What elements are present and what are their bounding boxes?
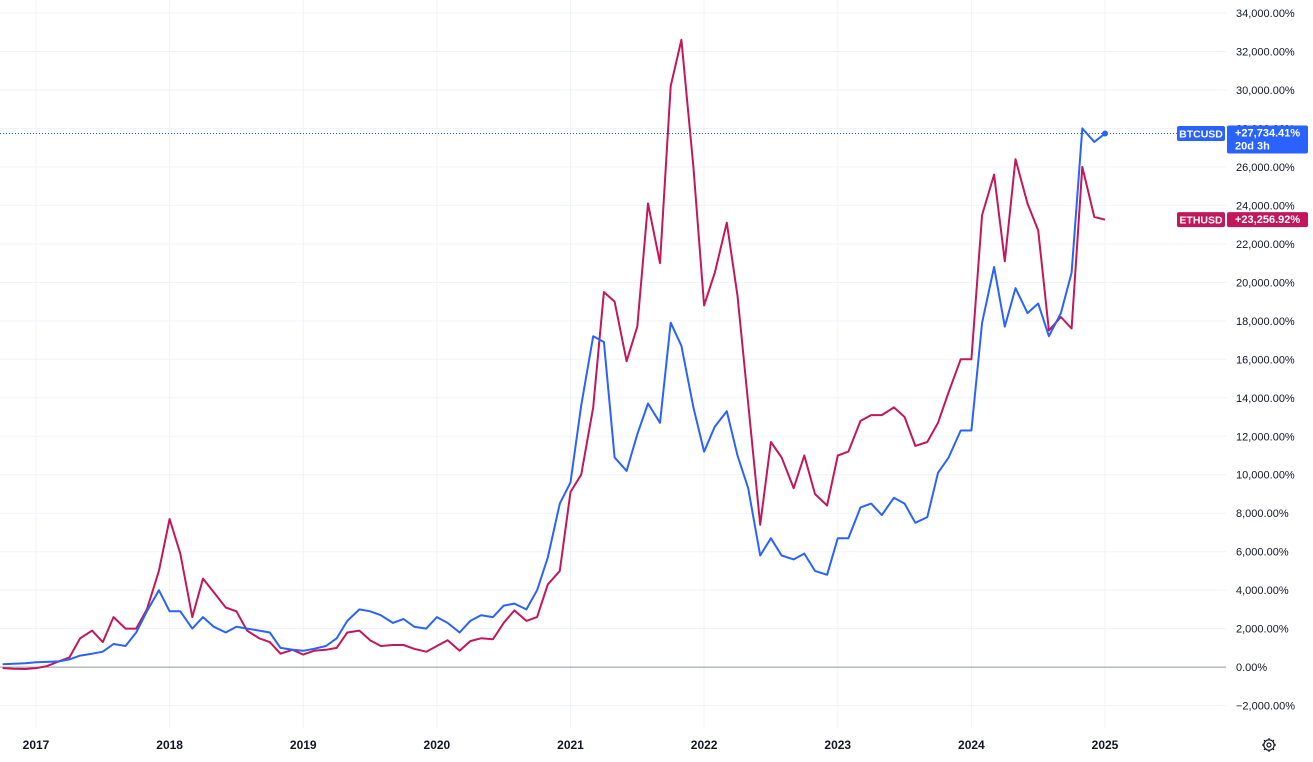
series-line-ethusd	[2, 38, 1106, 670]
x-tick-label: 2018	[156, 738, 183, 752]
y-tick-label: 30,000.00%	[1236, 85, 1295, 97]
x-tick-label: 2021	[557, 738, 584, 752]
y-tick-label: 12,000.00%	[1236, 431, 1295, 443]
y-tick-label: 32,000.00%	[1236, 46, 1295, 58]
y-tick-label: 14,000.00%	[1236, 393, 1295, 405]
y-tick-label: 22,000.00%	[1236, 239, 1295, 251]
y-tick-label: 4,000.00%	[1236, 585, 1289, 597]
series-line-btcusd	[2, 127, 1106, 666]
x-axis[interactable]: 2017 2018 2019 2020 2021 2022 2023 2024 2025	[23, 738, 1119, 752]
y-tick-label: 16,000.00%	[1236, 354, 1295, 366]
y-tick-label: 0.00%	[1236, 662, 1267, 674]
y-tick-label: 6,000.00%	[1236, 547, 1289, 559]
x-tick-label: 2019	[290, 738, 317, 752]
series-layer	[2, 38, 1106, 670]
series-value-label: +23,256.92%	[1235, 214, 1300, 226]
x-tick-label: 2024	[958, 738, 985, 752]
y-tick-label: 2,000.00%	[1236, 624, 1289, 636]
series-value-tag-btcusd	[1227, 125, 1308, 154]
x-tick-label: 2025	[1092, 738, 1119, 752]
y-tick-label: 20,000.00%	[1236, 277, 1295, 289]
x-tick-label: 2022	[691, 738, 718, 752]
y-tick-label: 18,000.00%	[1236, 316, 1295, 328]
x-tick-label: 2020	[424, 738, 451, 752]
last-value-dot	[1102, 130, 1108, 137]
series-value-label: +27,734.41%	[1235, 128, 1300, 140]
y-axis[interactable]: 34,000.00%32,000.00%30,000.00%28,000.00%…	[1236, 8, 1295, 713]
series-name-tag-ethusd	[1177, 212, 1225, 228]
countdown-label: 20d 3h	[1235, 141, 1270, 153]
gear-icon[interactable]	[1261, 737, 1277, 753]
x-tick-label: 2017	[23, 738, 50, 752]
series-value-tag-ethusd	[1227, 212, 1308, 228]
price-tags: BTCUSD +27,734.41%20d 3h ETHUSD +23,256.92%	[1177, 125, 1308, 228]
series-name-label: BTCUSD	[1179, 129, 1223, 141]
x-tick-label: 2023	[824, 738, 851, 752]
y-tick-label: 8,000.00%	[1236, 508, 1289, 520]
series-name-tag-btcusd	[1177, 126, 1225, 142]
grid	[0, 0, 1226, 728]
y-tick-label: 10,000.00%	[1236, 470, 1295, 482]
y-tick-label: 26,000.00%	[1236, 162, 1295, 174]
series-name-label: ETHUSD	[1179, 215, 1223, 227]
y-tick-label: −2,000.00%	[1236, 701, 1295, 713]
y-tick-label: 24,000.00%	[1236, 200, 1295, 212]
y-tick-label: 34,000.00%	[1236, 8, 1295, 20]
